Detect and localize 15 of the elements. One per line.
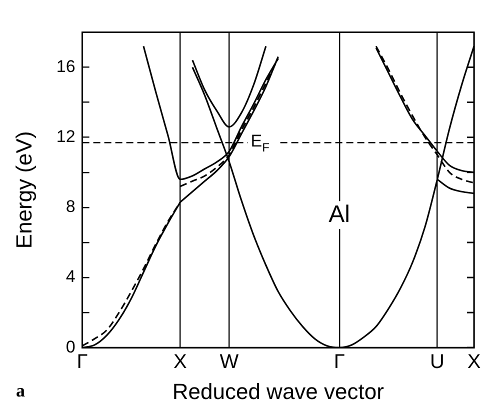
- y-tick-label: 16: [56, 56, 76, 76]
- y-tick-label: 4: [66, 267, 76, 286]
- y-axis-title: Energy (eV): [11, 131, 36, 249]
- y-tick-label: 12: [56, 127, 76, 146]
- annotation: Al: [328, 200, 350, 228]
- text: a: [16, 380, 25, 401]
- x-tick-label: Γ: [334, 351, 345, 374]
- x-tick-label: U: [430, 351, 445, 374]
- x-tick-label: Γ: [76, 351, 88, 374]
- y-tick-label: 0: [66, 337, 76, 356]
- x-axis-title: Reduced wave vector: [172, 378, 384, 404]
- x-tick-label: X: [174, 351, 187, 374]
- x-tick-label: W: [220, 351, 239, 374]
- y-tick-label: 8: [66, 197, 76, 216]
- x-tick-label: X: [467, 351, 481, 374]
